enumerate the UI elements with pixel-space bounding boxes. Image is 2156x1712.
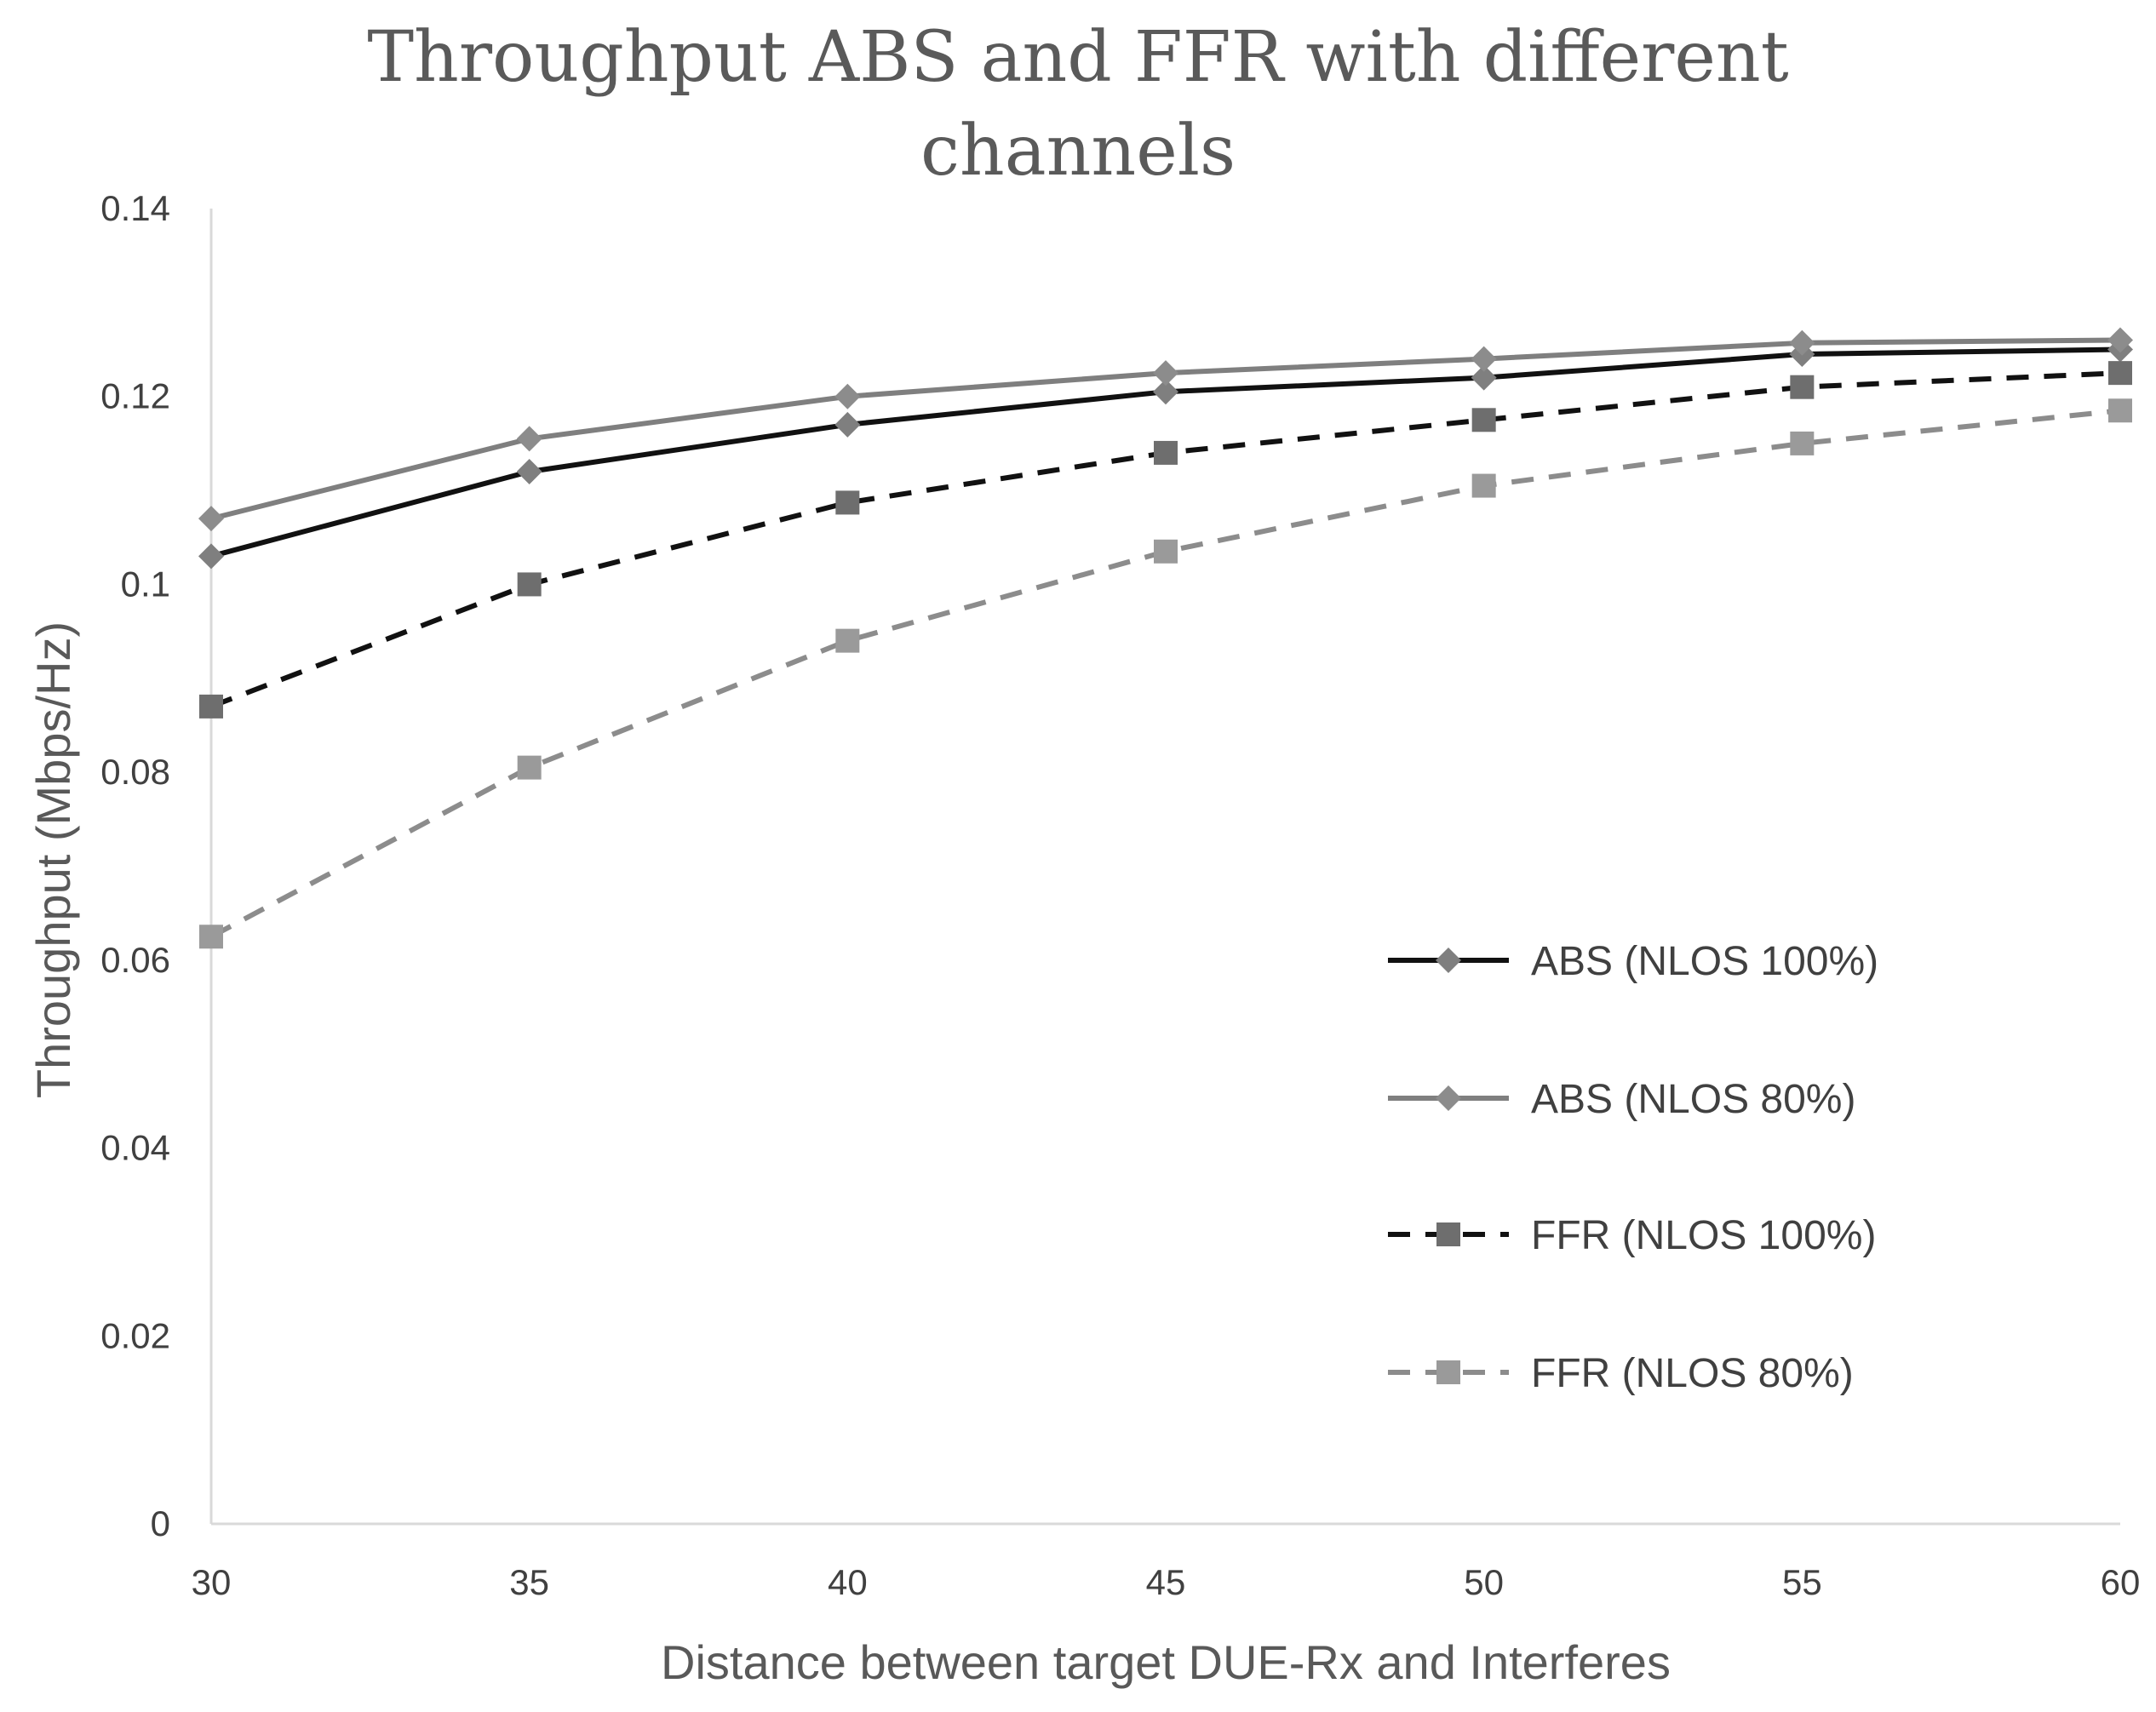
data-point: [1153, 360, 1178, 386]
y-tick-label: 0.02: [100, 1315, 170, 1355]
data-point: [2108, 398, 2132, 423]
data-point: [1154, 440, 1178, 465]
data-point: [1153, 379, 1178, 405]
series-layer: [198, 327, 2133, 949]
y-tick-label: 0.08: [100, 752, 170, 792]
legend-item-3: FFR (NLOS 100%): [1388, 1213, 1876, 1258]
data-point: [2108, 361, 2132, 386]
data-point: [1789, 329, 1815, 356]
x-tick-label: 35: [509, 1562, 549, 1602]
data-point: [198, 543, 224, 570]
y-tick-label: 0.12: [100, 376, 170, 416]
legend-label: ABS (NLOS 80%): [1531, 1077, 1855, 1122]
series-3: [199, 361, 2132, 719]
legend-marker: [1436, 948, 1461, 973]
series-2: [198, 327, 2133, 532]
legend-item-2: ABS (NLOS 80%): [1388, 1077, 1855, 1122]
data-point: [834, 383, 861, 409]
y-tick-label: 0.04: [100, 1128, 170, 1168]
series-line: [209, 408, 2121, 939]
legend-label: ABS (NLOS 100%): [1531, 939, 1878, 984]
legend: ABS (NLOS 100%) ABS (NLOS 80%) FFR (NLOS 1…: [1388, 939, 1878, 1396]
legend-marker: [1436, 1085, 1461, 1111]
y-tick-labels: 0 0.02 0.04 0.06 0.08 0.1 0.12 0.14: [100, 188, 170, 1543]
x-axis-label: Distance between target DUE-Rx and Inter…: [661, 1635, 1671, 1689]
y-axis-label: Throughput (Mbps/Hz): [26, 621, 80, 1098]
x-tick-label: 30: [192, 1562, 232, 1602]
y-tick-label: 0.1: [121, 564, 170, 604]
legend-item-1: ABS (NLOS 100%): [1388, 939, 1878, 984]
data-point: [1471, 346, 1497, 372]
legend-marker: [1436, 1360, 1460, 1384]
data-point: [835, 490, 860, 515]
chart-title-line-1: Throughput ABS and FFR with different: [367, 17, 1788, 98]
legend-label: FFR (NLOS 100%): [1531, 1213, 1876, 1258]
data-point: [1154, 539, 1178, 564]
data-point: [516, 426, 542, 452]
x-tick-label: 40: [828, 1562, 868, 1602]
series-4: [199, 398, 2132, 949]
data-point: [835, 628, 860, 653]
data-point: [834, 411, 861, 438]
legend-marker: [1436, 1222, 1460, 1246]
x-tick-label: 50: [1464, 1562, 1504, 1602]
data-point: [1471, 364, 1497, 391]
data-point: [199, 925, 223, 949]
y-tick-label: 0.14: [100, 188, 170, 228]
x-tick-label: 45: [1146, 1562, 1186, 1602]
data-point: [2107, 327, 2133, 353]
y-tick-label: 0: [151, 1503, 170, 1543]
data-point: [517, 755, 542, 780]
data-point: [1790, 431, 1815, 455]
data-point: [517, 572, 542, 597]
legend-item-4: FFR (NLOS 80%): [1388, 1351, 1854, 1396]
data-point: [199, 694, 223, 719]
data-point: [1471, 473, 1496, 498]
x-tick-label: 55: [1782, 1562, 1822, 1602]
data-point: [1790, 375, 1815, 399]
data-point: [198, 506, 224, 532]
data-point: [516, 459, 542, 484]
data-point: [1471, 408, 1496, 432]
chart-title-line-2: channels: [920, 111, 1236, 192]
x-tick-labels: 30 35 40 45 50 55 60: [192, 1562, 2141, 1602]
x-tick-label: 60: [2101, 1562, 2141, 1602]
legend-label: FFR (NLOS 80%): [1531, 1351, 1854, 1396]
y-tick-label: 0.06: [100, 940, 170, 980]
